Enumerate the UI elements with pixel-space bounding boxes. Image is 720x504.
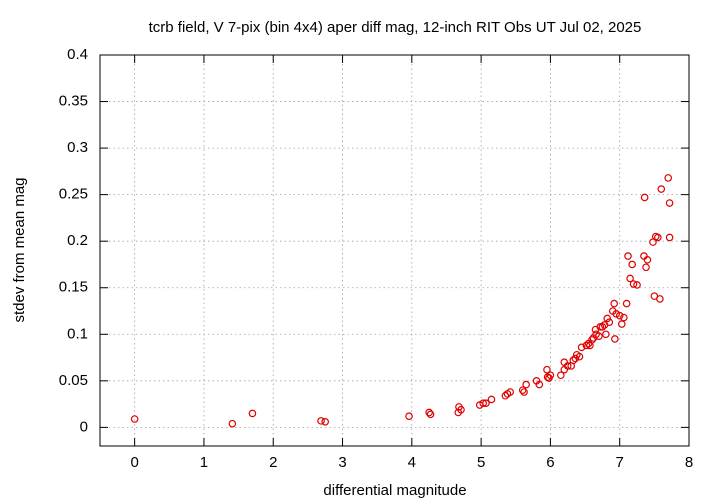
data-point	[626, 274, 634, 283]
data-point	[321, 417, 330, 426]
y-tick-label: 0.35	[59, 93, 88, 110]
y-tick-label: 0.2	[67, 232, 88, 249]
data-point	[665, 199, 674, 207]
y-tick-label: 0.1	[67, 325, 88, 342]
data-point	[664, 174, 673, 182]
data-point	[629, 280, 638, 288]
data-point	[665, 233, 674, 242]
data-point	[643, 256, 652, 264]
x-tick-label: 1	[200, 454, 208, 471]
data-point	[642, 263, 650, 272]
data-point	[588, 336, 596, 344]
plot-frame	[99, 54, 690, 447]
y-tick-label: 0.05	[59, 372, 88, 389]
data-point	[535, 380, 544, 389]
data-point	[622, 299, 631, 308]
data-point	[228, 419, 237, 428]
data-point	[640, 193, 649, 202]
data-point	[522, 380, 530, 389]
data-point	[611, 335, 619, 343]
data-point	[610, 299, 618, 308]
data-point	[620, 313, 628, 322]
data-point	[557, 371, 565, 380]
data-point	[501, 391, 510, 400]
data-point	[657, 185, 666, 193]
data-point	[617, 320, 626, 328]
data-point	[595, 332, 603, 340]
data-point	[603, 314, 612, 323]
data-point	[546, 371, 555, 380]
data-point	[130, 415, 139, 423]
data-point	[487, 395, 496, 404]
data-point	[405, 412, 413, 421]
data-point	[598, 323, 607, 331]
y-tick-label: 0.15	[59, 279, 88, 296]
y-tick-label: 0.3	[67, 139, 88, 156]
data-point	[248, 409, 257, 418]
data-point	[482, 399, 490, 407]
y-tick-label: 0.25	[59, 186, 88, 203]
data-point	[654, 233, 662, 242]
x-tick-label: 2	[269, 454, 277, 471]
data-point	[457, 405, 465, 414]
x-tick-label: 6	[546, 454, 554, 471]
x-tick-label: 4	[408, 454, 416, 471]
data-point	[656, 295, 664, 303]
data-point	[633, 281, 641, 289]
data-point	[596, 323, 605, 331]
data-point	[563, 362, 572, 370]
data-point	[582, 341, 591, 350]
data-point	[577, 343, 586, 352]
data-point	[605, 318, 614, 326]
data-point	[479, 399, 487, 407]
chart-title: tcrb field, V 7-pix (bin 4x4) aper diff …	[149, 19, 642, 36]
x-tick-label: 3	[338, 454, 346, 471]
x-tick-label: 0	[130, 454, 138, 471]
x-tick-label: 8	[685, 454, 693, 471]
data-point	[602, 330, 610, 339]
data-point	[426, 410, 435, 419]
x-tick-label: 7	[616, 454, 624, 471]
data-point	[571, 354, 580, 363]
y-tick-label: 0.4	[67, 46, 88, 63]
y-tick-label: 0	[80, 418, 88, 435]
data-point	[575, 352, 584, 361]
data-point	[518, 386, 527, 394]
data-point	[569, 356, 578, 365]
data-point	[615, 311, 624, 320]
data-point	[543, 365, 551, 374]
y-axis-label: stdev from mean mag	[11, 177, 28, 322]
data-point	[317, 417, 325, 425]
data-point	[506, 388, 515, 396]
x-tick-label: 5	[477, 454, 485, 471]
data-point	[628, 260, 636, 269]
data-point	[425, 408, 433, 417]
x-axis-label: differential magnitude	[323, 482, 466, 499]
data-point	[624, 252, 632, 260]
data-point	[520, 388, 528, 396]
